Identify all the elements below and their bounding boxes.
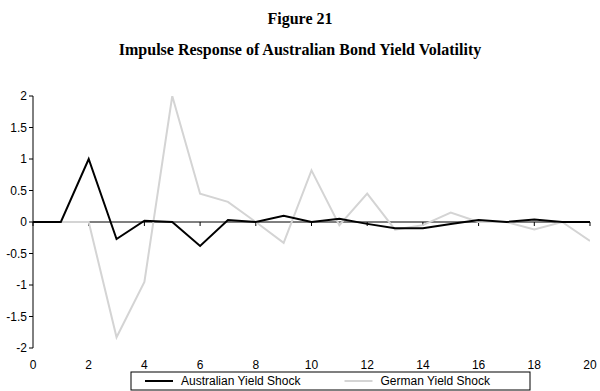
x-tick-label: 14 [416,358,430,372]
y-tick-label: -2 [16,341,27,355]
y-tick-label: 2 [20,89,27,103]
x-tick [534,222,535,226]
x-tick-label: 4 [141,358,148,372]
y-tick [29,96,33,97]
x-tick-label: 20 [583,358,597,372]
subtitle: Impulse Response of Australian Bond Yiel… [119,41,481,59]
legend-swatch [145,380,173,382]
plot-area [33,96,590,337]
y-tick [29,253,33,254]
x-tick-label: 10 [305,358,319,372]
legend-swatch [345,380,373,382]
y-tick-label: 1 [20,152,27,166]
x-tick-label: 18 [528,358,542,372]
legend-label: Australian Yield Shock [181,374,301,388]
y-tick-label: 0 [20,215,27,229]
chart: Figure 21 Impulse Response of Australian … [0,0,600,391]
y-tick-label: 1.5 [10,121,27,135]
y-tick [29,222,33,223]
legend-label: German Yield Shock [381,374,491,388]
y-tick [29,285,33,286]
title: Figure 21 [267,10,332,28]
x-tick-label: 0 [30,358,37,372]
x-tick-label: 6 [197,358,204,372]
x-tick-label: 16 [472,358,486,372]
legend-box [131,372,530,390]
y-tick [29,127,33,128]
y-tick [29,316,33,317]
series-line [33,159,590,246]
y-tick-label: -0.5 [6,247,27,261]
y-tick-label: 0.5 [10,184,27,198]
x-tick [200,222,201,226]
y-tick [29,348,33,349]
x-tick-label: 12 [361,358,375,372]
y-tick-label: -1.5 [6,310,27,324]
y-tick [29,190,33,191]
x-tick [144,222,145,226]
x-tick-label: 8 [252,358,259,372]
x-tick-label: 2 [85,358,92,372]
y-tick [29,159,33,160]
series-line [33,96,590,337]
y-tick-label: -1 [16,278,27,292]
